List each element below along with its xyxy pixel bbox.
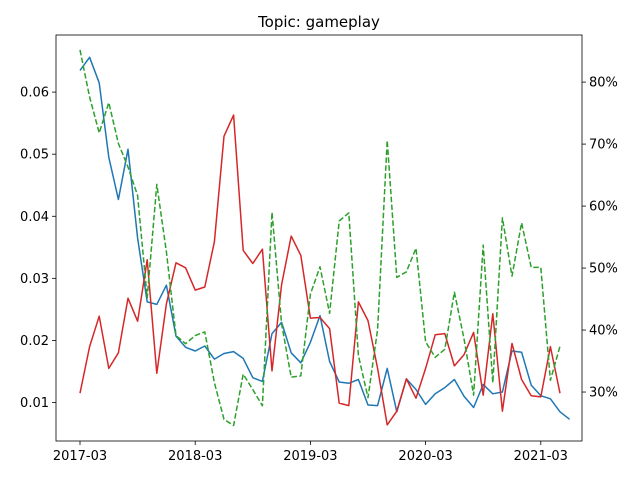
y-right-tick-label-4: 60% [589, 200, 618, 215]
series-line-3 [79, 49, 561, 427]
y-right-tick-label-3: 50% [589, 262, 618, 277]
x-tick-label-3: 2019-03 [283, 449, 337, 464]
y-left-tick-label-3: 0.03 [20, 272, 49, 287]
chart-title: Topic: gameplay [257, 13, 380, 31]
x-tick-label-1: 2017-03 [53, 449, 107, 464]
series-line-1 [79, 56, 571, 420]
x-tick-label-2: 2018-03 [168, 449, 222, 464]
series-line-2 [79, 114, 561, 426]
y-left-tick-label-5: 0.05 [20, 148, 49, 163]
y-right-tick-label-1: 30% [589, 386, 618, 401]
y-right-tick-label-6: 80% [589, 76, 618, 91]
x-tick-label-4: 2020-03 [398, 449, 452, 464]
y-left-tick-label-6: 0.06 [20, 86, 49, 101]
y-left-tick-label-2: 0.02 [20, 334, 49, 349]
y-right-tick-label-5: 70% [589, 138, 618, 153]
plot-frame [55, 34, 583, 442]
x-tick-label-5: 2021-03 [514, 449, 568, 464]
y-left-tick-label-4: 0.04 [20, 210, 49, 225]
y-right-tick-label-2: 40% [589, 324, 618, 339]
y-left-tick-label-1: 0.01 [20, 396, 49, 411]
